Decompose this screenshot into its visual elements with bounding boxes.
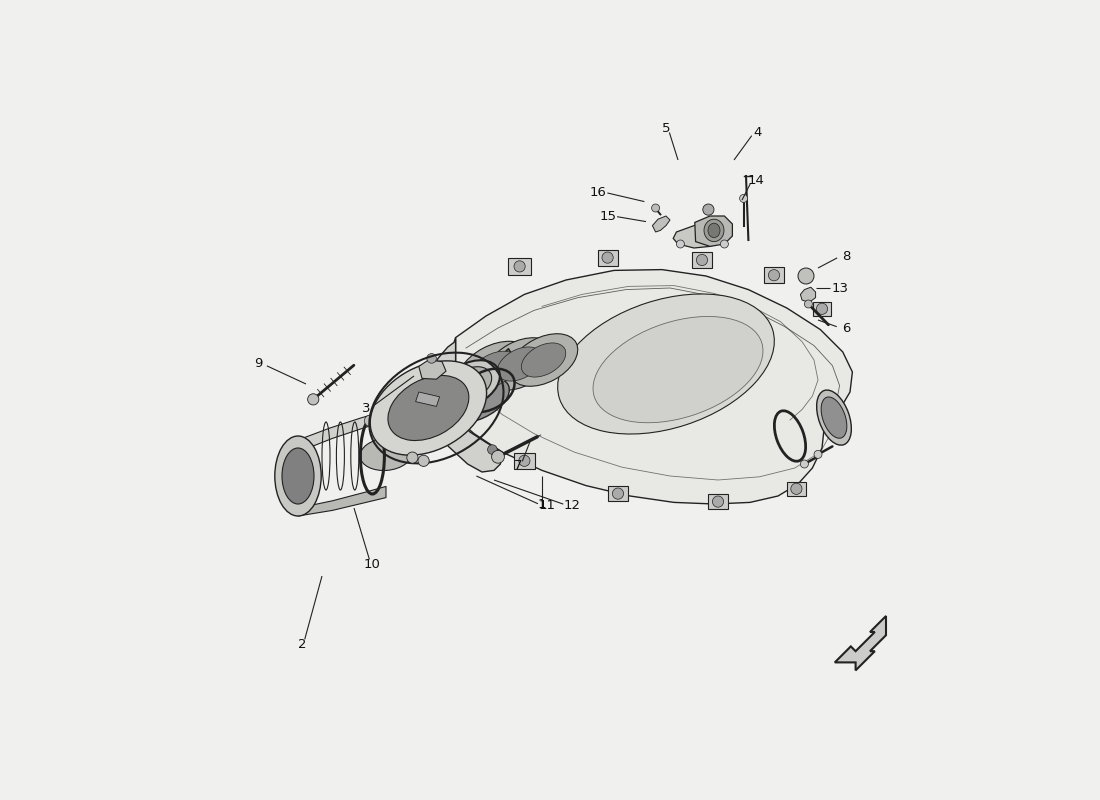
Circle shape [602, 252, 613, 263]
Ellipse shape [308, 394, 319, 405]
Ellipse shape [456, 342, 531, 398]
Text: 2: 2 [298, 638, 306, 650]
Circle shape [676, 240, 684, 248]
Polygon shape [451, 270, 852, 504]
FancyBboxPatch shape [786, 482, 806, 496]
Ellipse shape [593, 317, 763, 422]
Text: 7: 7 [514, 459, 522, 472]
Text: 13: 13 [832, 282, 848, 294]
Ellipse shape [521, 343, 565, 377]
Ellipse shape [497, 347, 542, 381]
Circle shape [446, 422, 454, 431]
Circle shape [492, 450, 505, 463]
Polygon shape [416, 392, 440, 406]
Circle shape [703, 204, 714, 215]
Circle shape [804, 300, 813, 308]
Circle shape [713, 496, 724, 507]
Text: 12: 12 [564, 499, 581, 512]
Circle shape [407, 452, 418, 463]
FancyBboxPatch shape [508, 258, 531, 275]
Circle shape [814, 450, 822, 458]
Text: 3: 3 [362, 402, 371, 414]
Ellipse shape [449, 366, 492, 402]
Polygon shape [298, 486, 386, 516]
Polygon shape [801, 287, 815, 302]
FancyBboxPatch shape [692, 252, 712, 268]
FancyBboxPatch shape [764, 267, 784, 283]
Text: 1: 1 [538, 498, 547, 510]
Ellipse shape [821, 397, 847, 438]
Text: 4: 4 [754, 126, 762, 138]
Ellipse shape [509, 334, 578, 386]
FancyBboxPatch shape [597, 250, 617, 266]
Text: 15: 15 [600, 210, 616, 222]
Text: 11: 11 [538, 499, 556, 512]
Ellipse shape [388, 375, 469, 441]
Polygon shape [695, 216, 733, 246]
Ellipse shape [440, 360, 499, 408]
Ellipse shape [816, 390, 851, 445]
Circle shape [798, 268, 814, 284]
Circle shape [427, 354, 437, 363]
Polygon shape [419, 360, 446, 379]
Circle shape [651, 204, 660, 212]
FancyBboxPatch shape [813, 302, 830, 316]
Circle shape [816, 303, 827, 314]
Ellipse shape [708, 223, 720, 238]
Ellipse shape [275, 436, 321, 516]
Ellipse shape [485, 338, 553, 390]
Circle shape [418, 455, 429, 466]
Circle shape [801, 460, 808, 468]
Text: 5: 5 [662, 122, 670, 134]
Text: 8: 8 [842, 250, 850, 262]
Ellipse shape [443, 377, 509, 423]
Text: 14: 14 [747, 174, 764, 186]
Polygon shape [652, 216, 670, 232]
Ellipse shape [558, 294, 774, 434]
Circle shape [487, 445, 497, 454]
Ellipse shape [282, 448, 314, 504]
Circle shape [720, 240, 728, 248]
Polygon shape [298, 412, 386, 452]
Circle shape [791, 483, 802, 494]
FancyBboxPatch shape [514, 453, 535, 469]
Ellipse shape [470, 351, 518, 388]
Circle shape [514, 261, 525, 272]
Polygon shape [673, 222, 726, 248]
FancyBboxPatch shape [608, 486, 628, 501]
Circle shape [769, 270, 780, 281]
Polygon shape [426, 338, 502, 472]
Ellipse shape [371, 361, 486, 455]
Polygon shape [835, 616, 886, 670]
Circle shape [364, 415, 375, 426]
Text: 16: 16 [590, 186, 606, 198]
Circle shape [613, 488, 624, 499]
Ellipse shape [360, 438, 411, 470]
Circle shape [696, 254, 707, 266]
Text: 10: 10 [364, 558, 381, 570]
Text: 6: 6 [842, 322, 850, 334]
Circle shape [519, 455, 530, 466]
Ellipse shape [704, 219, 724, 242]
Circle shape [739, 194, 748, 202]
FancyBboxPatch shape [708, 494, 728, 509]
Text: 9: 9 [254, 358, 262, 370]
